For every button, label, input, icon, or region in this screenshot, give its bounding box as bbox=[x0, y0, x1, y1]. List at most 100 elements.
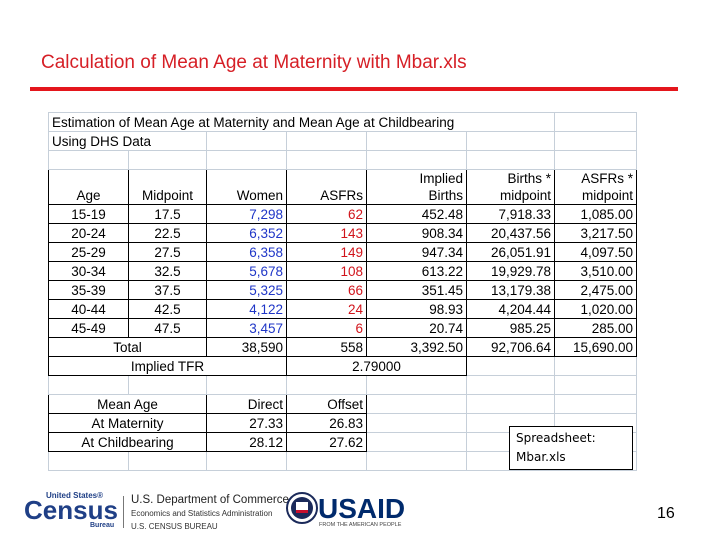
cell-asfrs: 6 bbox=[286, 318, 367, 338]
cell-age: 35-39 bbox=[48, 280, 129, 300]
cell-implied-births: 351.45 bbox=[366, 280, 467, 300]
header-asfrs: ASFRs bbox=[286, 169, 367, 205]
summary-offset: 26.83 bbox=[286, 413, 367, 433]
page-number: 16 bbox=[657, 505, 675, 522]
cell-births-midpoint: 19,929.78 bbox=[465, 261, 556, 281]
cell-asfrs-midpoint: 285.00 bbox=[554, 318, 638, 338]
cell-implied-births: 98.93 bbox=[366, 299, 467, 319]
summary-header-offset: Offset bbox=[286, 394, 367, 414]
cell-asfrs-midpoint: 2,475.00 bbox=[554, 280, 638, 300]
footer-divider bbox=[123, 496, 124, 528]
total-women: 38,590 bbox=[206, 337, 287, 357]
cell-age: 40-44 bbox=[48, 299, 129, 319]
tfr-value: 2.79000 bbox=[286, 356, 467, 376]
cell-asfrs: 143 bbox=[286, 223, 367, 243]
table-row: 45-49 47.5 3,457 6 20.74 985.25 285.00 bbox=[48, 318, 638, 338]
header-midpoint: Midpoint bbox=[128, 169, 207, 205]
summary-label: At Childbearing bbox=[48, 432, 207, 452]
cell-asfrs-midpoint: 1,020.00 bbox=[554, 299, 638, 319]
note-line-1: Spreadsheet: bbox=[516, 431, 596, 445]
cell-age: 45-49 bbox=[48, 318, 129, 338]
cell-births-midpoint: 7,918.33 bbox=[465, 204, 556, 224]
cell-midpoint: 32.5 bbox=[128, 261, 207, 281]
cell-age: 15-19 bbox=[48, 204, 129, 224]
table-row: 40-44 42.5 4,122 24 98.93 4,204.44 1,020… bbox=[48, 299, 638, 319]
cell-age: 20-24 bbox=[48, 223, 129, 243]
census-bureau-logo: United States® Census Bureau bbox=[24, 490, 124, 535]
cell-births-midpoint: 26,051.91 bbox=[465, 242, 556, 262]
cell-asfrs-midpoint: 3,510.00 bbox=[554, 261, 638, 281]
census-bureau-text: Bureau bbox=[90, 522, 114, 529]
cell-midpoint: 17.5 bbox=[128, 204, 207, 224]
cell-midpoint: 42.5 bbox=[128, 299, 207, 319]
summary-header-direct: Direct bbox=[206, 394, 287, 414]
table-row: 15-19 17.5 7,298 62 452.48 7,918.33 1,08… bbox=[48, 204, 638, 224]
cell-midpoint: 37.5 bbox=[128, 280, 207, 300]
cell-births-midpoint: 985.25 bbox=[465, 318, 556, 338]
summary-offset: 27.62 bbox=[286, 432, 367, 452]
cell-women: 5,678 bbox=[206, 261, 287, 281]
spreadsheet: Estimation of Mean Age at Maternity and … bbox=[47, 112, 638, 471]
cell-age: 30-34 bbox=[48, 261, 129, 281]
summary-header-label: Mean Age bbox=[48, 394, 207, 414]
cell-asfrs-midpoint: 3,217.50 bbox=[554, 223, 638, 243]
total-births-midpoint: 92,706.64 bbox=[465, 337, 556, 357]
tfr-label: Implied TFR bbox=[48, 356, 287, 376]
table-row: 25-29 27.5 6,358 149 947.34 26,051.91 4,… bbox=[48, 242, 638, 262]
table-row: 30-34 32.5 5,678 108 613.22 19,929.78 3,… bbox=[48, 261, 638, 281]
summary-direct: 27.33 bbox=[206, 413, 287, 433]
cell-age: 25-29 bbox=[48, 242, 129, 262]
census-word: Census bbox=[24, 495, 118, 525]
usaid-logo: USAID FROM THE AMERICAN PEOPLE bbox=[318, 492, 414, 533]
title-underline bbox=[30, 87, 678, 91]
sheet-title-line2: Using DHS Data bbox=[48, 131, 207, 151]
header-age: Age bbox=[48, 169, 129, 205]
header-women: Women bbox=[206, 169, 287, 205]
cell-midpoint: 22.5 bbox=[128, 223, 207, 243]
cell-women: 6,358 bbox=[206, 242, 287, 262]
cell-births-midpoint: 4,204.44 bbox=[465, 299, 556, 319]
cell-midpoint: 47.5 bbox=[128, 318, 207, 338]
cell-asfrs-midpoint: 1,085.00 bbox=[554, 204, 638, 224]
cell-asfrs: 62 bbox=[286, 204, 367, 224]
total-implied-births: 3,392.50 bbox=[366, 337, 467, 357]
total-asfrs-midpoint: 15,690.00 bbox=[554, 337, 638, 357]
cell-asfrs-midpoint: 4,097.50 bbox=[554, 242, 638, 262]
sheet-title-line1: Estimation of Mean Age at Maternity and … bbox=[47, 112, 556, 132]
cell-women: 3,457 bbox=[206, 318, 287, 338]
header-births-midpoint: Births * midpoint bbox=[465, 169, 556, 205]
doc-text: U.S. Department of Commerce Economics an… bbox=[131, 494, 289, 533]
total-row: Total 38,590 558 3,392.50 92,706.64 15,6… bbox=[48, 337, 638, 357]
cell-implied-births: 947.34 bbox=[366, 242, 467, 262]
tfr-row: Implied TFR 2.79000 bbox=[48, 356, 638, 376]
summary-direct: 28.12 bbox=[206, 432, 287, 452]
cell-implied-births: 452.48 bbox=[366, 204, 467, 224]
cell-women: 4,122 bbox=[206, 299, 287, 319]
header-asfrs-midpoint: ASFRs * midpoint bbox=[554, 169, 638, 205]
table-header-row: Age Midpoint Women ASFRs Implied Births … bbox=[48, 169, 638, 205]
cell-asfrs: 149 bbox=[286, 242, 367, 262]
usaid-tagline: FROM THE AMERICAN PEOPLE bbox=[319, 522, 402, 528]
spreadsheet-note: Spreadsheet: Mbar.xls bbox=[509, 426, 633, 470]
cell-midpoint: 27.5 bbox=[128, 242, 207, 262]
slide-title: Calculation of Mean Age at Maternity wit… bbox=[41, 52, 467, 73]
cell-women: 7,298 bbox=[206, 204, 287, 224]
cell-women: 6,352 bbox=[206, 223, 287, 243]
total-asfrs: 558 bbox=[286, 337, 367, 357]
cell-asfrs: 24 bbox=[286, 299, 367, 319]
table-row: 20-24 22.5 6,352 143 908.34 20,437.56 3,… bbox=[48, 223, 638, 243]
cell-implied-births: 613.22 bbox=[366, 261, 467, 281]
summary-label: At Maternity bbox=[48, 413, 207, 433]
doc-line-2: Economics and Statistics Administration bbox=[131, 509, 273, 518]
table-row: 35-39 37.5 5,325 66 351.45 13,179.38 2,4… bbox=[48, 280, 638, 300]
note-line-2: Mbar.xls bbox=[516, 450, 566, 464]
doc-line-1: U.S. Department of Commerce bbox=[131, 494, 289, 506]
usaid-seal-icon bbox=[286, 490, 318, 531]
spreadsheet-grid: Estimation of Mean Age at Maternity and … bbox=[47, 112, 638, 471]
header-implied-births: Implied Births bbox=[366, 169, 467, 205]
cell-births-midpoint: 20,437.56 bbox=[465, 223, 556, 243]
total-label: Total bbox=[48, 337, 207, 357]
doc-line-3: U.S. CENSUS BUREAU bbox=[131, 522, 218, 531]
cell-asfrs: 108 bbox=[286, 261, 367, 281]
cell-implied-births: 908.34 bbox=[366, 223, 467, 243]
